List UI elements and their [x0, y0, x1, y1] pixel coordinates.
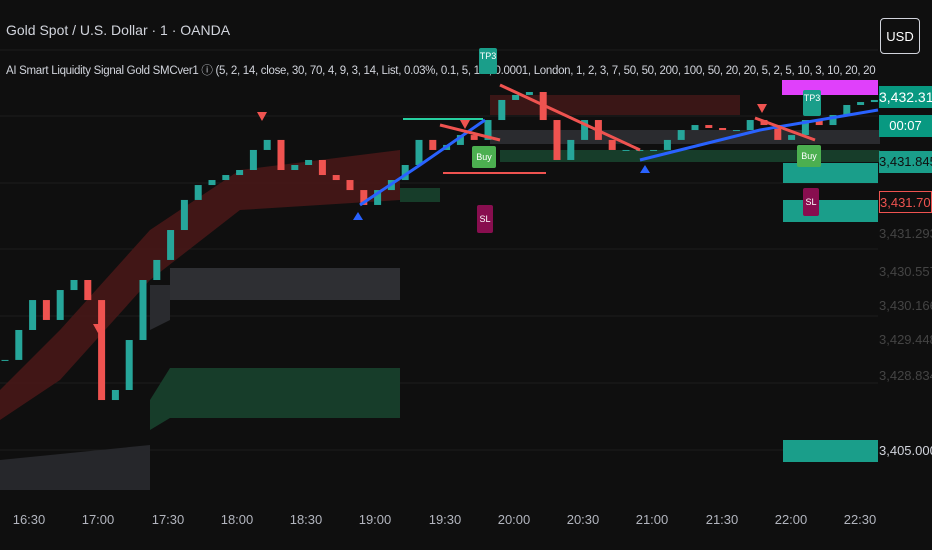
- candle: [194, 185, 202, 200]
- candle: [815, 120, 823, 126]
- time-label: 20:30: [566, 512, 600, 527]
- candle: [470, 135, 478, 140]
- price-label: 3,431.845: [879, 151, 932, 173]
- time-label: 18:30: [289, 512, 323, 527]
- time-label: 18:00: [220, 512, 254, 527]
- candle: [484, 120, 492, 140]
- candle: [663, 139, 671, 150]
- candle: [236, 170, 244, 176]
- candle: [857, 102, 865, 105]
- candle: [401, 164, 409, 181]
- price-label: 00:07: [879, 115, 932, 137]
- candle: [456, 135, 464, 145]
- candle: [415, 139, 423, 165]
- candle: [801, 120, 809, 136]
- candle: [84, 280, 92, 301]
- candle: [222, 175, 230, 181]
- price-label: 3,428.834: [879, 365, 932, 387]
- time-label: 19:30: [428, 512, 462, 527]
- time-label: 17:00: [81, 512, 115, 527]
- time-label: 22:30: [843, 512, 877, 527]
- candle: [125, 340, 133, 391]
- candle: [829, 115, 837, 126]
- candle: [429, 139, 437, 150]
- currency-button[interactable]: USD: [880, 18, 920, 54]
- time-label: 20:00: [497, 512, 531, 527]
- candle: [512, 94, 520, 100]
- candle: [167, 230, 175, 260]
- candle: [567, 139, 575, 160]
- candle: [305, 159, 313, 165]
- candle: [208, 180, 216, 186]
- signal-tag: SL: [803, 188, 819, 216]
- candle: [608, 139, 616, 150]
- indicator-settings: AI Smart Liquidity Signal Gold SMCver1 ⓘ…: [6, 65, 876, 77]
- candle: [263, 139, 271, 150]
- candle: [788, 135, 796, 140]
- candle: [374, 190, 382, 205]
- candle: [525, 92, 533, 95]
- candle: [42, 300, 50, 320]
- signal-tag: SL: [477, 205, 493, 233]
- price-label: 3,405.000: [879, 440, 932, 462]
- candle: [98, 300, 106, 401]
- candle: [870, 99, 878, 103]
- candle: [56, 290, 64, 320]
- candle: [581, 120, 589, 140]
- signal-tag: Buy: [797, 145, 821, 167]
- trend-lines: [93, 83, 879, 333]
- candle: [318, 159, 326, 176]
- candle: [70, 280, 78, 291]
- zones: [0, 80, 880, 490]
- candle: [15, 329, 23, 360]
- candle: [719, 127, 727, 131]
- price-label: 3,430.166: [879, 295, 932, 317]
- candle: [332, 175, 340, 181]
- time-label: 17:30: [151, 512, 185, 527]
- price-label: 3,431.293: [879, 223, 932, 245]
- time-label: 16:30: [12, 512, 46, 527]
- candle: [553, 120, 561, 160]
- time-label: 21:30: [705, 512, 739, 527]
- candle: [29, 300, 37, 330]
- candle: [774, 125, 782, 140]
- price-label: 3,430.557: [879, 261, 932, 283]
- candle: [705, 125, 713, 128]
- signal-tag: TP3: [479, 48, 497, 74]
- signal-tag: Buy: [472, 146, 496, 168]
- candle: [153, 259, 161, 281]
- candle: [291, 164, 299, 171]
- candle: [139, 280, 147, 341]
- candle: [622, 149, 630, 151]
- time-label: 22:00: [774, 512, 808, 527]
- symbol-title: Gold Spot / U.S. Dollar · 1 · OANDA: [6, 22, 231, 38]
- time-label: 21:00: [635, 512, 669, 527]
- price-label: 3,429.448: [879, 329, 932, 351]
- candle: [360, 190, 368, 205]
- candle: [1, 359, 9, 361]
- candle: [843, 104, 851, 116]
- candle: [650, 149, 658, 151]
- candle: [732, 130, 740, 132]
- candle: [677, 130, 685, 140]
- price-label: 3,431.700: [879, 191, 932, 213]
- candle: [691, 125, 699, 131]
- candle: [636, 149, 644, 151]
- price-label: 3,432.315: [879, 86, 932, 108]
- candle: [249, 149, 257, 171]
- time-label: 19:00: [358, 512, 392, 527]
- signal-tag: TP3: [803, 90, 821, 116]
- candle: [180, 199, 188, 231]
- candle: [746, 120, 754, 131]
- candle: [346, 180, 354, 191]
- candle: [498, 99, 506, 121]
- candle: [111, 390, 119, 401]
- candle: [277, 139, 285, 171]
